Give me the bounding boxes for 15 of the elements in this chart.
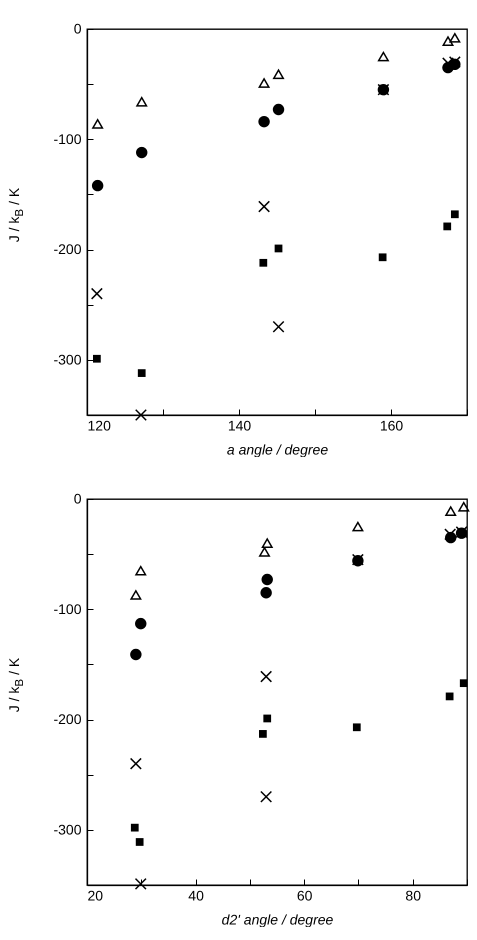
y-tick-label: 0	[74, 20, 82, 36]
x-tick-label: 80	[405, 888, 422, 904]
y-tick-label: -300	[53, 351, 82, 368]
x-tick-label: 160	[380, 418, 404, 434]
x-tick-label: 60	[296, 888, 313, 904]
y-tick-label: -100	[53, 130, 82, 147]
x-tick-label: 20	[88, 888, 104, 904]
y-tick-label: -100	[53, 600, 82, 617]
x-tick-label: 140	[228, 418, 252, 434]
x-tick-label: 40	[188, 888, 204, 904]
y-tick-label: -300	[53, 821, 82, 838]
y-tick-label: 0	[74, 490, 82, 506]
x-tick-label: 120	[88, 418, 112, 434]
y-tick-label: -200	[53, 241, 82, 258]
y-tick-label: -200	[53, 711, 82, 728]
